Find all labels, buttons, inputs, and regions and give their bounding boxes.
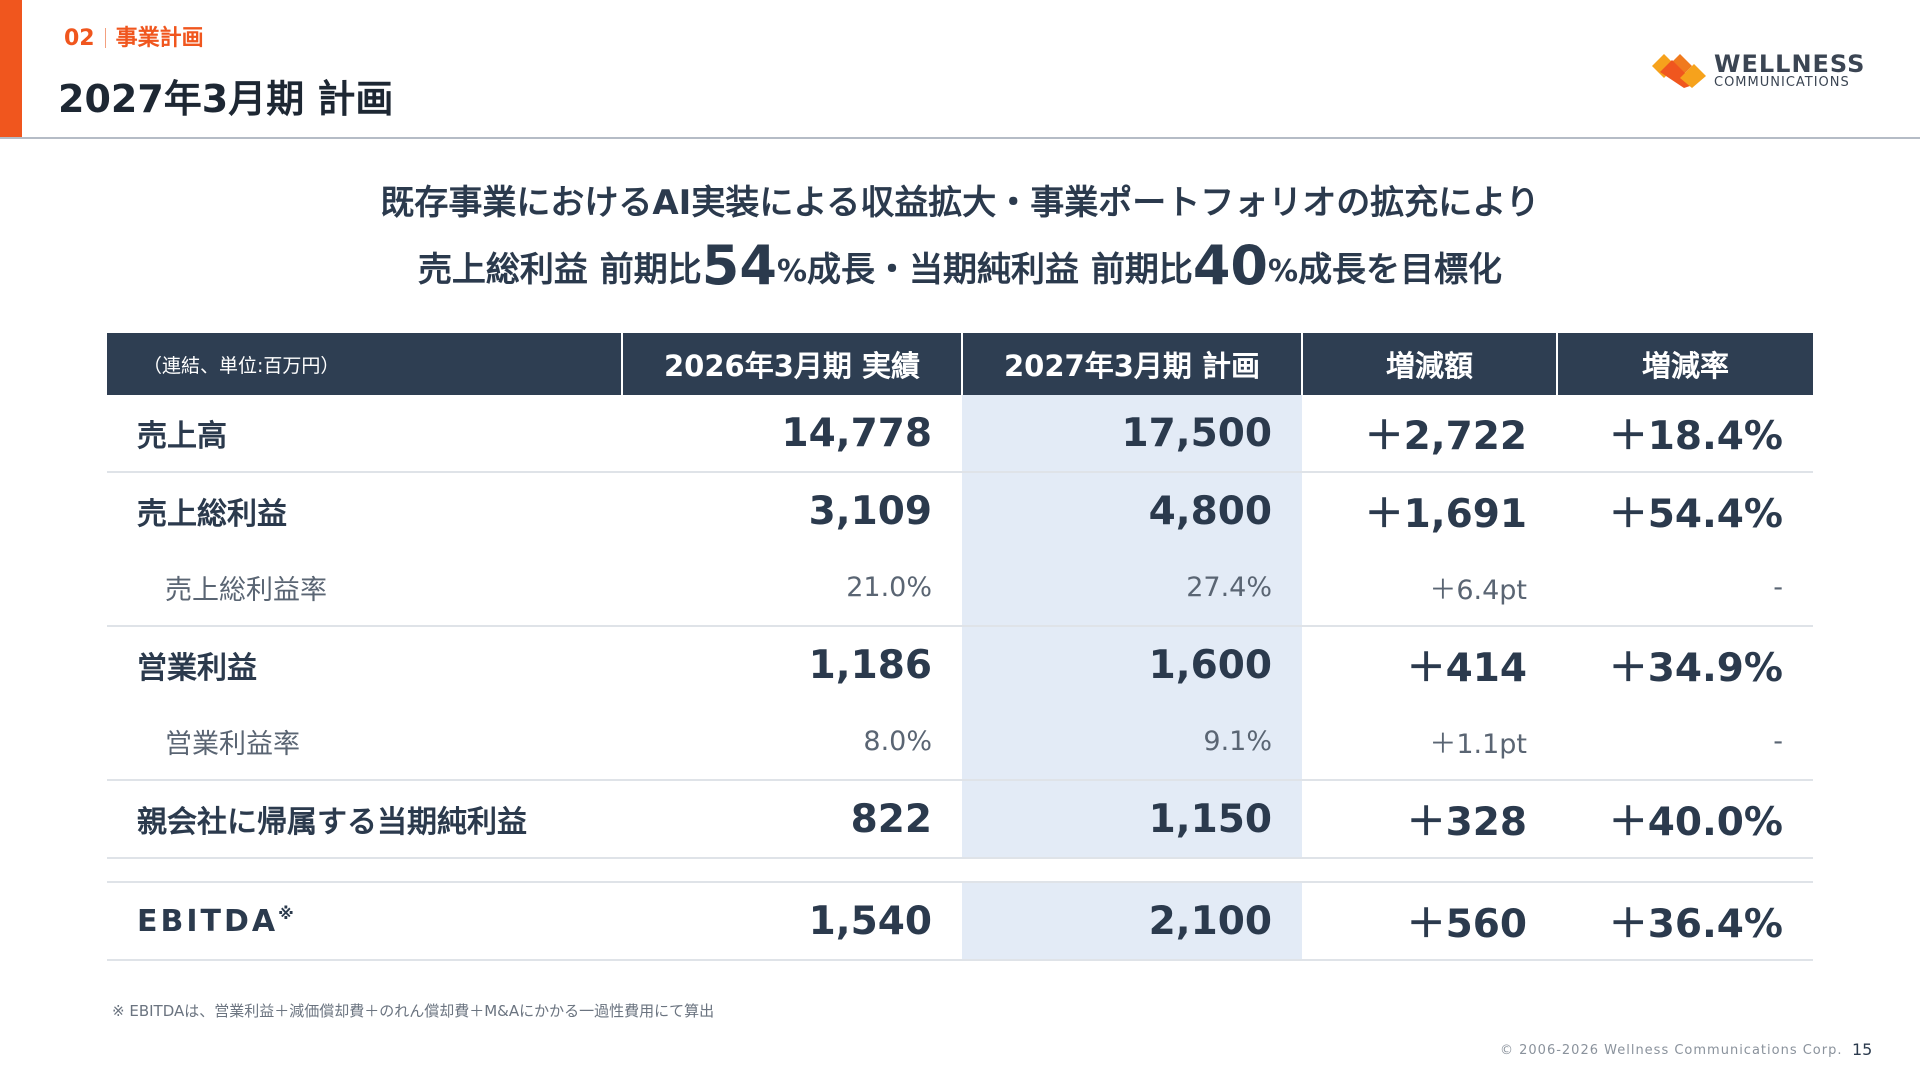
plan-value: 1,150 <box>962 780 1302 859</box>
row-label: 営業利益 <box>137 651 257 686</box>
net-income-growth-percent: % <box>1268 254 1299 289</box>
row-label: 営業利益率 <box>107 703 622 781</box>
plan-value: 17,500 <box>962 395 1302 473</box>
header-divider <box>0 137 1920 139</box>
plan-value: 2,100 <box>962 881 1302 961</box>
plan-value: 9.1% <box>962 703 1302 781</box>
table-row-ebitda: EBITDA※ 1,540 2,100 ＋560 ＋36.4% <box>107 881 1813 961</box>
ebitda-footnote: ※ EBITDAは、営業利益＋減価償却費＋のれん償却費＋M&Aにかかる一過性費用… <box>112 1002 715 1020</box>
change-value: ＋414 <box>1406 646 1527 691</box>
section-label: 02 事業計画 <box>64 20 204 52</box>
table-row-net-sales: 売上高 14,778 17,500 ＋2,722 ＋18.4% <box>107 395 1813 473</box>
plan-value: 4,800 <box>962 472 1302 549</box>
column-header-actual: 2026年3月期 実績 <box>621 333 962 395</box>
rate-value: ＋36.4% <box>1557 881 1813 961</box>
actual-value: 3,109 <box>808 488 932 534</box>
heart-logo-icon <box>1652 54 1706 88</box>
column-header-change: 増減額 <box>1301 333 1557 395</box>
change-value: ＋1,691 <box>1364 492 1527 537</box>
headline-target-label: 成長を目標化 <box>1298 250 1503 290</box>
headline-line-1: 既存事業におけるAI実装による収益拡大・事業ポートフォリオの拡充により <box>380 183 1540 223</box>
net-income-growth-value: 40 <box>1192 234 1268 297</box>
footnote-mark: ※ <box>278 903 294 923</box>
section-number: 02 <box>64 26 95 51</box>
actual-value: 1,186 <box>808 642 932 688</box>
column-header-rate: 増減率 <box>1556 333 1813 395</box>
change-value: ＋2,722 <box>1302 395 1557 473</box>
headline-line-2: 売上総利益 前期比54%成長・当期純利益 前期比40%成長を目標化 <box>0 234 1920 297</box>
headline-gross-profit-label: 売上総利益 前期比 <box>417 250 702 290</box>
row-label: 売上総利益率 <box>107 549 622 627</box>
actual-value: 1,540 <box>622 881 962 961</box>
section-divider <box>104 28 106 48</box>
unit-note: （連結、単位:百万円） <box>107 333 622 395</box>
gross-profit-growth-value: 54 <box>701 234 777 297</box>
financial-plan-table: （連結、単位:百万円） 2026年3月期 実績 2027年3月期 計画 増減額 … <box>107 333 1813 961</box>
rate-value: ＋54.4% <box>1608 492 1783 537</box>
change-value: ＋6.4pt <box>1302 549 1557 627</box>
headline-net-income-label: 成長・当期純利益 前期比 <box>807 250 1193 290</box>
actual-value: 14,778 <box>622 395 962 473</box>
plan-value: 1,600 <box>962 626 1302 703</box>
plan-value: 27.4% <box>962 549 1302 627</box>
page-title: 2027年3月期 計画 <box>58 77 394 121</box>
row-label: 売上高 <box>107 395 622 473</box>
rate-value: ＋40.0% <box>1557 780 1813 859</box>
table-header-row: （連結、単位:百万円） 2026年3月期 実績 2027年3月期 計画 増減額 … <box>107 333 1813 395</box>
table-row-net-income: 親会社に帰属する当期純利益 822 1,150 ＋328 ＋40.0% <box>107 780 1813 859</box>
accent-bar <box>0 0 22 138</box>
rate-value: - <box>1557 703 1813 781</box>
actual-value: 8.0% <box>622 703 962 781</box>
company-logo: WELLNESS COMMUNICATIONS <box>1650 50 1864 92</box>
table-row-operating-margin: 営業利益率 8.0% 9.1% ＋1.1pt - <box>107 703 1813 781</box>
rate-value: ＋18.4% <box>1557 395 1813 473</box>
table-row-operating-profit: 営業利益 1,186 1,600 ＋414 ＋34.9% <box>107 626 1813 703</box>
copyright: © 2006-2026 Wellness Communications Corp… <box>1500 1043 1843 1058</box>
row-label: EBITDA※ <box>107 881 622 961</box>
logo-word-communications: COMMUNICATIONS <box>1714 75 1850 90</box>
ebitda-label: EBITDA <box>137 903 279 939</box>
row-label: 親会社に帰属する当期純利益 <box>107 780 622 859</box>
page-number: 15 <box>1852 1040 1873 1059</box>
change-value: ＋560 <box>1302 881 1557 961</box>
change-value: ＋1.1pt <box>1302 703 1557 781</box>
logo-word-wellness: WELLNESS <box>1714 50 1866 78</box>
column-header-plan: 2027年3月期 計画 <box>961 333 1302 395</box>
rate-value: - <box>1557 549 1813 627</box>
table-row-gross-profit: 売上総利益 3,109 4,800 ＋1,691 ＋54.4% <box>107 472 1813 549</box>
actual-value: 21.0% <box>622 549 962 627</box>
change-value: ＋328 <box>1302 780 1557 859</box>
table-spacer <box>107 858 1813 882</box>
table-row-gross-margin: 売上総利益率 21.0% 27.4% ＋6.4pt - <box>107 549 1813 627</box>
row-label: 売上総利益 <box>137 497 287 532</box>
spacer-cell <box>107 858 1813 882</box>
gross-profit-growth-percent: % <box>776 254 807 289</box>
actual-value: 822 <box>622 780 962 859</box>
rate-value: ＋34.9% <box>1608 646 1783 691</box>
section-name: 事業計画 <box>115 26 204 51</box>
